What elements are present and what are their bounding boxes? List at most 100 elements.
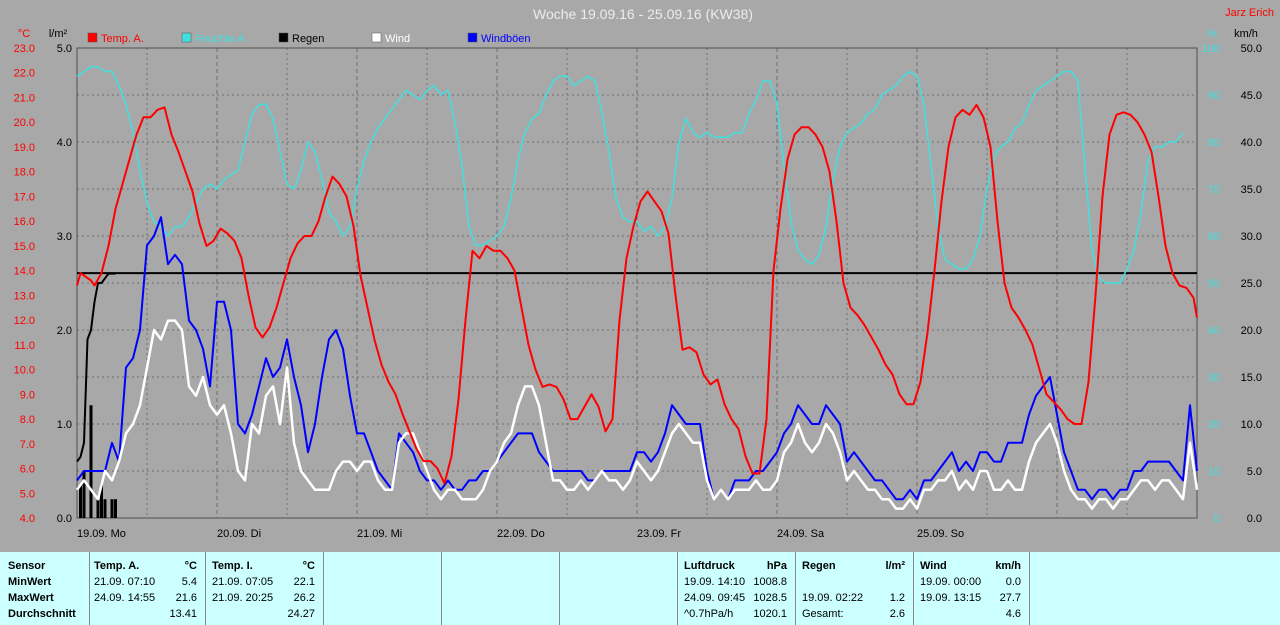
wind-min-time: 19.09. 00:00 bbox=[920, 576, 982, 588]
temp-tick-label: 12.0 bbox=[14, 315, 35, 327]
humidity-line bbox=[76, 66, 1184, 284]
wind-max-time: 19.09. 13:15 bbox=[920, 592, 982, 604]
humidity-tick-label: 90 bbox=[1208, 90, 1220, 102]
temp-a-column: Temp. A. °C 21.09. 07:10 5.4 24.09. 14:5… bbox=[90, 552, 206, 625]
rain-tick-label: 4.0 bbox=[57, 137, 72, 149]
legend-swatch bbox=[181, 32, 192, 43]
legend-swatch bbox=[467, 32, 478, 43]
temp-i-max: 26.2 bbox=[293, 592, 315, 604]
wind-tick-label: 15.0 bbox=[1241, 372, 1262, 384]
temp-tick-label: 17.0 bbox=[14, 191, 35, 203]
x-tick-label: 25.09. So bbox=[917, 528, 964, 540]
humidity-tick-label: 80 bbox=[1208, 137, 1220, 149]
x-tick-label: 23.09. Fr bbox=[637, 528, 681, 540]
pressure-min: 1008.8 bbox=[753, 576, 787, 588]
empty-column-2 bbox=[442, 552, 560, 625]
grid bbox=[76, 47, 1198, 519]
pressure-unit: hPa bbox=[766, 560, 787, 572]
weather-chart: Woche 19.09.16 - 25.09.16 (KW38) Jarz Er… bbox=[14, 6, 1274, 540]
humidity-tick-label: 10 bbox=[1208, 466, 1220, 478]
wind-tick-label: 20.0 bbox=[1241, 325, 1262, 337]
temp-line bbox=[76, 103, 1198, 485]
x-tick-label: 22.09. Do bbox=[497, 528, 545, 540]
temp-tick-label: 21.0 bbox=[14, 92, 35, 104]
pressure-column: Luftdruck hPa 19.09. 14:10 1008.8 24.09.… bbox=[678, 552, 796, 625]
rain-header: Regen bbox=[802, 560, 836, 572]
temp-tick-label: 14.0 bbox=[14, 266, 35, 278]
temp-tick-label: 18.0 bbox=[14, 167, 35, 179]
rain-tick-label: 2.0 bbox=[57, 325, 72, 337]
temp-a-min-time: 21.09. 07:10 bbox=[94, 576, 156, 588]
temp-i-column: Temp. I. °C 21.09. 07:05 22.1 21.09. 20:… bbox=[206, 552, 324, 625]
temp-tick-label: 10.0 bbox=[14, 365, 35, 377]
wind-unit: km/h bbox=[995, 560, 1021, 572]
stats-table: Sensor MinWert MaxWert Durchschnitt Temp… bbox=[0, 552, 1280, 625]
humidity-tick-label: 70 bbox=[1208, 184, 1220, 196]
rain-max: 1.2 bbox=[889, 592, 905, 604]
legend-label: Temp. A. bbox=[101, 33, 144, 45]
wind-tick-label: 25.0 bbox=[1241, 278, 1262, 290]
temp-tick-label: 7.0 bbox=[20, 439, 35, 451]
rain-unit: l/m² bbox=[885, 560, 905, 572]
x-tick-label: 19.09. Mo bbox=[77, 528, 126, 540]
temp-i-unit: °C bbox=[302, 560, 315, 572]
wind-tick-label: 10.0 bbox=[1241, 419, 1262, 431]
wind-tick-label: 45.0 bbox=[1241, 90, 1262, 102]
humidity-tick-label: 20 bbox=[1208, 419, 1220, 431]
chart-title: Woche 19.09.16 - 25.09.16 (KW38) bbox=[533, 6, 753, 22]
temp-tick-label: 5.0 bbox=[20, 488, 35, 500]
temp-tick-label: 4.0 bbox=[20, 513, 35, 525]
rain-cumulative-line bbox=[76, 272, 116, 463]
legend-swatch bbox=[278, 32, 289, 43]
legend-label: Wind bbox=[385, 33, 410, 45]
axis-ticks: 23.0 22.0 21.0 20.0 19.0 18.0 17.0 16.0 15.0 14.0… bbox=[14, 43, 1262, 540]
wind-max: 27.7 bbox=[999, 592, 1021, 604]
empty-column-3 bbox=[560, 552, 678, 625]
humidity-axis-unit: % bbox=[1207, 28, 1217, 40]
temp-tick-label: 22.0 bbox=[14, 68, 35, 80]
humidity-tick-label: 30 bbox=[1208, 372, 1220, 384]
humidity-tick-label: 100 bbox=[1202, 43, 1220, 55]
wind-tick-label: 30.0 bbox=[1241, 231, 1262, 243]
pressure-max: 1028.5 bbox=[753, 592, 787, 604]
rain-tick-label: 0.0 bbox=[57, 513, 72, 525]
row-label-min: MinWert bbox=[8, 576, 52, 588]
pressure-max-time: 24.09. 09:45 bbox=[684, 592, 746, 604]
empty-column-1 bbox=[324, 552, 442, 625]
temp-tick-label: 15.0 bbox=[14, 241, 35, 253]
pressure-header: Luftdruck bbox=[684, 560, 735, 572]
temp-i-header: Temp. I. bbox=[212, 560, 253, 572]
temp-a-max-time: 24.09. 14:55 bbox=[94, 592, 156, 604]
legend-label: Regen bbox=[292, 33, 324, 45]
humidity-tick-label: 40 bbox=[1208, 325, 1220, 337]
temp-a-header: Temp. A. bbox=[94, 560, 140, 572]
rain-total: 2.6 bbox=[889, 608, 905, 620]
temp-a-unit: °C bbox=[184, 560, 197, 572]
x-tick-label: 20.09. Di bbox=[217, 528, 261, 540]
legend-label: Windböen bbox=[481, 33, 531, 45]
sensor-column: Sensor MinWert MaxWert Durchschnitt bbox=[0, 552, 90, 625]
series-lines bbox=[75, 66, 1199, 518]
rain-tick-label: 1.0 bbox=[57, 419, 72, 431]
rain-axis-unit: l/m² bbox=[49, 28, 68, 40]
rain-tick-label: 3.0 bbox=[57, 231, 72, 243]
rain-max-time: 19.09. 02:22 bbox=[802, 592, 864, 604]
wind-tick-label: 0.0 bbox=[1247, 513, 1262, 525]
temp-i-max-time: 21.09. 20:25 bbox=[212, 592, 274, 604]
temp-a-max: 21.6 bbox=[175, 592, 197, 604]
pressure-min-time: 19.09. 14:10 bbox=[684, 576, 746, 588]
rain-tick-label: 5.0 bbox=[57, 43, 72, 55]
temp-tick-label: 11.0 bbox=[14, 340, 35, 352]
wind-tick-label: 40.0 bbox=[1241, 137, 1262, 149]
wind-avg: 4.6 bbox=[1005, 608, 1021, 620]
humidity-tick-label: 60 bbox=[1208, 231, 1220, 243]
wind-line bbox=[75, 319, 1199, 510]
wind-header: Wind bbox=[920, 560, 947, 572]
rain-column: Regen l/m² 19.09. 02:22 1.2 Gesamt: 2.6 bbox=[796, 552, 914, 625]
sensor-header: Sensor bbox=[8, 560, 46, 572]
legend: Temp. A. Feuchte A. Regen Wind Windböen bbox=[87, 32, 531, 45]
wind-axis-unit: km/h bbox=[1234, 28, 1258, 40]
wind-column: Wind km/h 19.09. 00:00 0.0 19.09. 13:15 … bbox=[914, 552, 1030, 625]
pressure-avg: 1020.1 bbox=[753, 608, 787, 620]
temp-a-min: 5.4 bbox=[181, 576, 197, 588]
